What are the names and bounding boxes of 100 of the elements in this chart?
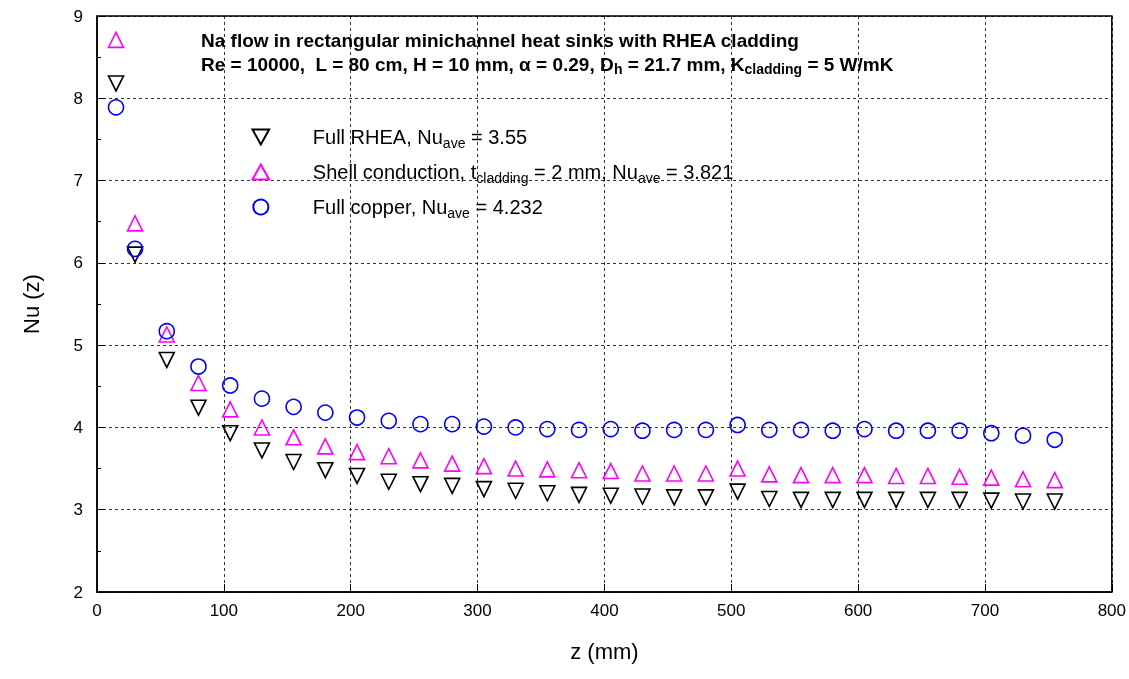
point: [634, 465, 651, 482]
point: [190, 399, 207, 416]
point: [412, 452, 429, 469]
point: [221, 401, 239, 418]
point: [507, 419, 524, 436]
point: [507, 482, 524, 500]
point: [951, 468, 968, 486]
point: [1046, 431, 1064, 449]
y-tick-label: 4: [73, 417, 83, 437]
point: [221, 377, 239, 394]
point: [824, 491, 842, 509]
y-tick-label: 2: [73, 582, 83, 602]
point: [107, 31, 125, 49]
point: [887, 467, 905, 485]
point: [443, 477, 461, 495]
point: [761, 490, 778, 508]
point: [856, 466, 873, 484]
x-tick-label: 300: [463, 601, 492, 620]
point: [665, 465, 683, 482]
point: [158, 326, 176, 343]
point: [634, 422, 651, 440]
point: [665, 489, 683, 506]
point: [126, 215, 144, 232]
point: [107, 75, 125, 92]
point: [1014, 493, 1032, 510]
point: [665, 421, 683, 439]
point: [475, 480, 493, 498]
point: [570, 461, 588, 479]
y-tick-label: 7: [73, 171, 83, 191]
y-tick-label: 3: [73, 500, 83, 520]
point: [285, 453, 302, 471]
point: [919, 467, 937, 485]
point: [475, 457, 493, 475]
point: [697, 489, 715, 506]
point: [951, 422, 968, 440]
x-tick-label: 100: [209, 601, 239, 620]
point: [348, 467, 366, 485]
point: [792, 491, 810, 509]
point: [602, 420, 620, 438]
point: [570, 486, 588, 504]
point: [539, 420, 556, 438]
y-tick-label: 5: [73, 335, 83, 355]
point: [887, 422, 905, 440]
x-tick-label: 0: [92, 601, 102, 620]
point: [792, 421, 810, 439]
point: [412, 475, 429, 493]
x-tick-label: 600: [843, 601, 873, 620]
point: [824, 466, 842, 484]
point: [253, 419, 271, 436]
point: [983, 492, 1000, 509]
point: [1046, 493, 1064, 510]
point: [792, 466, 810, 484]
point: [317, 438, 334, 455]
y-tick-label: 8: [73, 88, 83, 108]
x-tick-label: 800: [1097, 601, 1127, 620]
point: [1014, 427, 1032, 444]
point: [570, 421, 588, 439]
point: [887, 491, 905, 509]
point: [317, 461, 334, 479]
point: [190, 358, 207, 375]
point: [1046, 471, 1064, 489]
x-tick-label: 200: [336, 601, 365, 620]
point: [348, 443, 366, 461]
point: [602, 462, 620, 480]
point: [539, 461, 556, 478]
point: [317, 404, 334, 421]
point: [221, 424, 239, 442]
point: [919, 422, 937, 440]
point: [697, 465, 715, 482]
point: [729, 416, 746, 434]
point: [253, 442, 271, 459]
x-tick-label: 400: [590, 601, 619, 620]
point: [539, 484, 556, 502]
x-axis-title: z (mm): [570, 638, 639, 664]
point: [983, 424, 1000, 442]
point: [253, 390, 271, 407]
point: [380, 473, 398, 491]
text: Na flow in rectangular minichannel heat sinks with RHEA cladding: [201, 30, 799, 51]
point: [761, 421, 778, 439]
point: [729, 460, 746, 477]
point: [507, 460, 524, 477]
point: [634, 488, 651, 505]
point: [348, 409, 366, 426]
point: [475, 418, 493, 435]
point: [412, 415, 429, 433]
point: [983, 469, 1000, 486]
point: [951, 491, 968, 509]
point: [126, 240, 144, 258]
point: [443, 455, 461, 472]
point: [107, 99, 125, 116]
y-tick-label: 6: [73, 253, 83, 273]
y-axis-title: Nu (z): [18, 274, 44, 334]
point: [1014, 470, 1032, 488]
y-tick-label: 9: [73, 6, 83, 26]
point: [602, 487, 620, 505]
point: [380, 447, 398, 465]
point: [190, 374, 207, 392]
point: [443, 415, 461, 433]
point: [697, 421, 715, 439]
point: [158, 351, 176, 369]
